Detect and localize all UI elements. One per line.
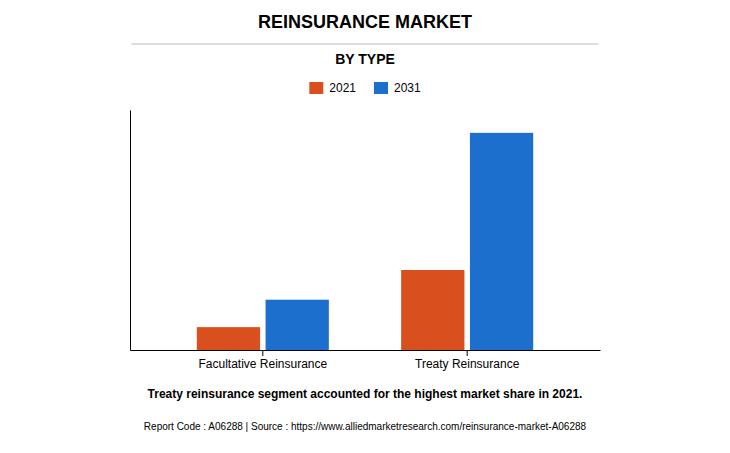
x-tick-mark <box>467 350 468 356</box>
bar <box>266 300 329 350</box>
x-tick-mark <box>262 350 263 356</box>
x-tick: Facultative Reinsurance <box>198 350 327 371</box>
x-tick: Treaty Reinsurance <box>415 350 520 371</box>
y-axis <box>130 111 131 351</box>
legend: 2021 2031 <box>309 81 421 95</box>
legend-item: 2021 <box>309 81 356 95</box>
plot: Facultative Reinsurance Treaty Reinsuranc… <box>131 111 601 371</box>
chart: REINSURANCE MARKET BY TYPE Facultative Rei… <box>0 0 730 453</box>
bar-series <box>266 133 534 350</box>
x-tick-label: Treaty Reinsurance <box>415 357 520 371</box>
legend-item: 2031 <box>374 81 421 95</box>
x-axis-line <box>131 350 601 351</box>
bar <box>401 270 464 350</box>
legend-label: 2021 <box>329 81 356 95</box>
legend-label: 2031 <box>394 81 421 95</box>
bar <box>197 327 260 350</box>
legend-swatch <box>309 82 323 94</box>
bar <box>470 133 533 350</box>
bars <box>197 133 533 350</box>
y-axis-line <box>130 111 131 351</box>
annotation: Report Code : A06288 | Source : https://… <box>144 421 587 432</box>
legend-swatch <box>374 82 388 94</box>
title-rule <box>131 44 598 45</box>
annotation: Treaty reinsurance segment accounted for… <box>148 387 583 401</box>
x-axis: Facultative Reinsurance Treaty Reinsuranc… <box>131 350 601 371</box>
x-tick-label: Facultative Reinsurance <box>198 357 327 371</box>
bar-series <box>197 270 465 350</box>
title: REINSURANCE MARKET <box>258 12 472 32</box>
subtitle: BY TYPE <box>335 51 395 67</box>
